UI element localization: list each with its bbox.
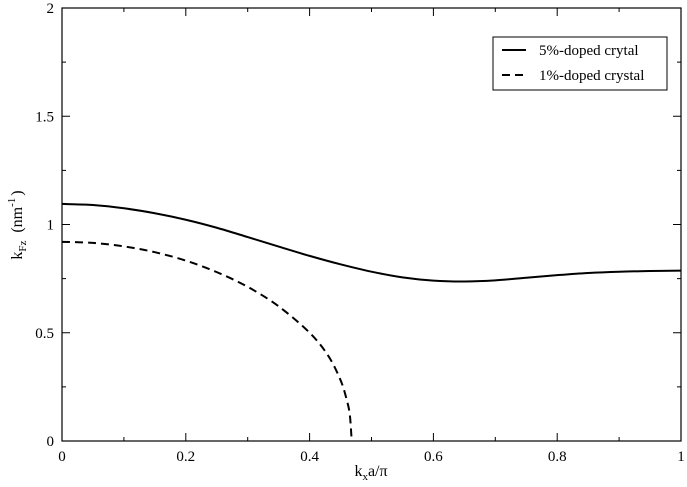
y-tick-label: 0.5 (35, 326, 54, 342)
y-tick-label: 0 (47, 434, 55, 450)
series-group (61, 202, 682, 442)
axis-tick-labels: 0 0.2 0.4 0.6 0.8 1 0 0.5 1 1.5 2 (35, 1, 685, 465)
legend-label-1pct: 1%-doped crystal (539, 68, 644, 84)
x-tick-label: 1 (677, 449, 685, 465)
x-tick-label: 0.4 (300, 449, 319, 465)
x-tick-label: 0.2 (176, 449, 195, 465)
legend: 5%-doped crytal 1%-doped crystal (492, 36, 668, 91)
legend-label-5pct: 5%-doped crytal (539, 43, 639, 59)
series-line-1pct-doped (61, 240, 353, 442)
series-line-5pct-doped (61, 202, 682, 283)
legend-box (492, 36, 668, 91)
x-tick-label: 0.6 (424, 449, 443, 465)
x-tick-label: 0.8 (548, 449, 567, 465)
y-tick-label: 1 (47, 218, 55, 234)
y-tick-label: 2 (47, 1, 55, 17)
x-tick-label: 0 (58, 449, 66, 465)
y-axis-label: kFz(nm-1) (6, 190, 29, 259)
axis-ticks (61, 7, 682, 442)
y-tick-label: 1.5 (35, 109, 54, 125)
x-axis-label: kxa/π (354, 463, 387, 483)
